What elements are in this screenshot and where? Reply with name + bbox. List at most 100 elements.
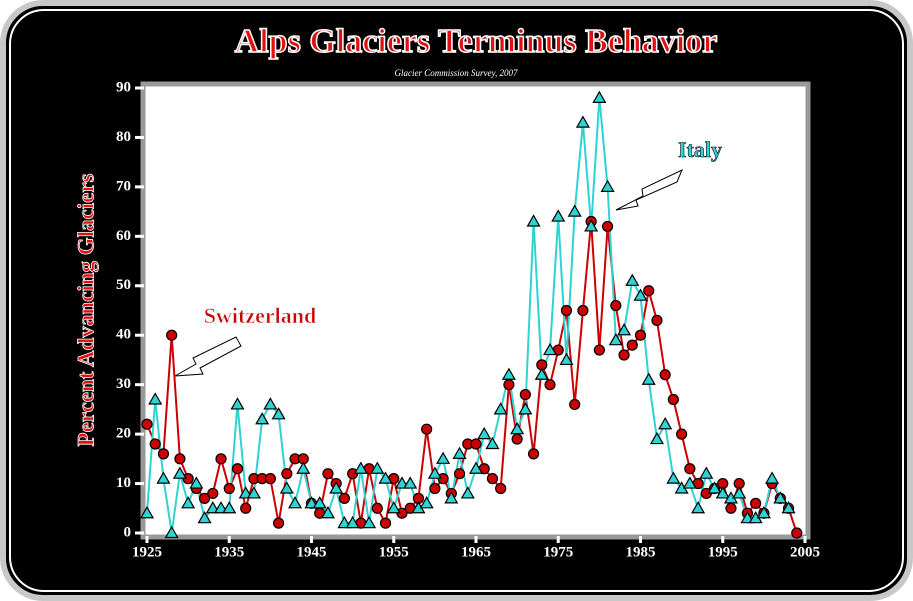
x-tick-label: 1945 xyxy=(297,544,327,560)
point xyxy=(148,392,163,405)
point xyxy=(567,204,582,217)
point xyxy=(781,501,796,514)
x-tick-label: 2005 xyxy=(790,544,820,560)
point xyxy=(527,448,540,460)
point xyxy=(429,482,441,495)
point xyxy=(453,468,466,480)
y-tick-label: 60 xyxy=(116,228,131,244)
point xyxy=(379,517,392,529)
point xyxy=(246,486,261,499)
point xyxy=(600,179,615,192)
point xyxy=(699,466,714,479)
y-tick-label: 0 xyxy=(124,524,132,540)
point xyxy=(592,90,607,103)
point xyxy=(544,379,556,391)
x-tick-label: 1965 xyxy=(461,544,491,560)
point xyxy=(601,220,614,233)
point xyxy=(427,466,442,479)
point xyxy=(641,372,656,385)
point xyxy=(444,491,459,504)
point xyxy=(460,486,475,499)
point xyxy=(682,476,697,489)
point xyxy=(197,510,212,524)
point xyxy=(584,219,599,232)
point xyxy=(658,417,673,430)
point xyxy=(156,471,171,484)
point xyxy=(765,471,780,484)
point xyxy=(213,501,229,514)
arrow xyxy=(615,168,683,211)
x-tick-label: 1985 xyxy=(626,544,656,560)
point xyxy=(519,388,531,401)
point xyxy=(436,451,451,464)
point xyxy=(618,349,630,361)
point xyxy=(279,481,294,494)
point xyxy=(222,501,237,514)
point xyxy=(633,288,648,301)
point xyxy=(684,463,696,475)
point xyxy=(569,398,581,411)
point xyxy=(577,304,589,317)
annotation: Italy xyxy=(678,137,722,162)
point xyxy=(715,486,730,499)
y-tick-label: 80 xyxy=(116,129,131,145)
y-axis-label: Percent Advancing Glaciers xyxy=(73,173,98,446)
point xyxy=(288,496,303,509)
point xyxy=(666,471,681,484)
point xyxy=(198,492,211,504)
point xyxy=(659,369,671,381)
point xyxy=(725,502,737,514)
point xyxy=(273,517,285,529)
point xyxy=(791,527,803,539)
point xyxy=(773,491,788,504)
point xyxy=(231,463,244,475)
point xyxy=(750,497,762,509)
chart-title: Alps Glaciers Terminus Behavior xyxy=(235,23,718,60)
point xyxy=(164,525,179,539)
frame-inner xyxy=(9,9,904,592)
point xyxy=(370,461,385,474)
point xyxy=(511,433,523,445)
y-tick-label: 30 xyxy=(116,376,131,392)
point xyxy=(386,501,401,514)
point xyxy=(353,461,368,474)
point xyxy=(559,352,574,366)
point xyxy=(452,446,467,459)
point xyxy=(551,209,566,222)
point xyxy=(157,448,170,460)
point xyxy=(189,476,204,489)
point xyxy=(255,412,270,425)
point xyxy=(312,496,327,509)
y-tick-label: 50 xyxy=(116,277,131,293)
point xyxy=(649,431,664,445)
point xyxy=(477,426,492,440)
point xyxy=(181,496,196,509)
point xyxy=(139,506,155,519)
chart-subtitle: Glacier Commission Survey, 2007 xyxy=(395,68,518,78)
point xyxy=(345,515,360,529)
point xyxy=(264,473,276,485)
point xyxy=(304,496,319,509)
point xyxy=(610,299,622,312)
y-tick-label: 70 xyxy=(116,178,131,194)
annotation: Switzerland xyxy=(204,303,316,328)
arrow xyxy=(174,336,242,377)
point xyxy=(575,115,590,128)
point xyxy=(281,468,293,480)
point xyxy=(732,486,747,499)
point xyxy=(510,421,525,435)
point xyxy=(493,402,508,415)
point xyxy=(485,436,500,450)
point xyxy=(486,473,499,485)
point xyxy=(338,492,350,504)
point xyxy=(166,329,178,341)
point xyxy=(534,367,549,380)
point xyxy=(634,329,647,341)
point xyxy=(421,423,433,435)
y-tick-label: 40 xyxy=(116,327,131,343)
point xyxy=(419,496,434,509)
point xyxy=(215,453,227,465)
point xyxy=(651,314,663,326)
point xyxy=(149,438,161,450)
point xyxy=(667,393,680,406)
